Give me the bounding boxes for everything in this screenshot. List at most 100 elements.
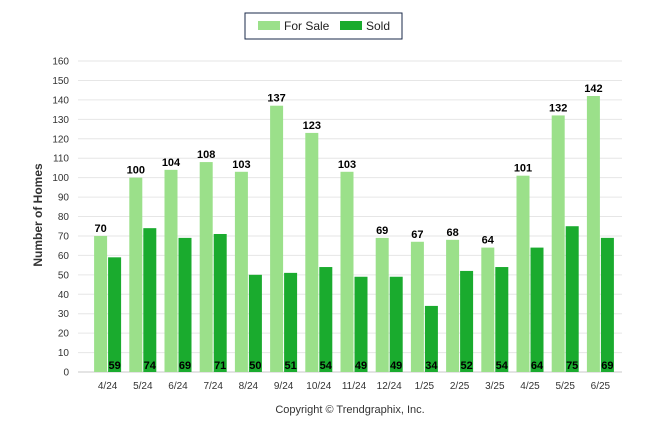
data-label-for-sale: 69 bbox=[376, 225, 388, 237]
legend-swatch-for-sale bbox=[258, 21, 280, 30]
data-label-sold: 49 bbox=[355, 360, 367, 372]
data-label-for-sale: 142 bbox=[584, 83, 602, 95]
bar-for-sale bbox=[375, 237, 389, 372]
data-label-sold: 74 bbox=[144, 360, 157, 372]
data-label-for-sale: 101 bbox=[514, 163, 532, 175]
y-tick-label: 50 bbox=[58, 270, 70, 281]
data-label-for-sale: 64 bbox=[482, 235, 495, 247]
y-tick-label: 60 bbox=[58, 251, 70, 262]
data-label-for-sale: 67 bbox=[411, 229, 423, 241]
bar-for-sale bbox=[164, 169, 178, 372]
bar-for-sale bbox=[234, 171, 248, 372]
y-tick-label: 90 bbox=[58, 193, 70, 204]
y-tick-label: 140 bbox=[52, 95, 69, 106]
legend-label-for-sale: For Sale bbox=[284, 19, 330, 33]
bar-sold bbox=[143, 228, 157, 372]
y-tick-label: 160 bbox=[52, 57, 69, 68]
bar-sold bbox=[284, 272, 298, 372]
data-label-sold: 59 bbox=[108, 360, 120, 372]
data-label-for-sale: 68 bbox=[446, 227, 458, 239]
legend-label-sold: Sold bbox=[366, 19, 390, 33]
bar-sold bbox=[389, 276, 403, 372]
bar-sold bbox=[565, 226, 579, 372]
x-tick-label: 7/24 bbox=[203, 381, 223, 392]
bar-sold bbox=[319, 267, 333, 372]
y-tick-label: 80 bbox=[58, 212, 70, 223]
bar-sold bbox=[424, 305, 438, 372]
x-tick-label: 5/25 bbox=[555, 381, 575, 392]
bar-for-sale bbox=[410, 241, 424, 372]
data-label-for-sale: 137 bbox=[267, 93, 285, 105]
x-tick-label: 2/25 bbox=[450, 381, 470, 392]
data-label-sold: 52 bbox=[460, 360, 472, 372]
bar-sold bbox=[178, 237, 192, 372]
data-label-sold: 64 bbox=[531, 360, 544, 372]
data-label-sold: 49 bbox=[390, 360, 402, 372]
x-tick-label: 8/24 bbox=[239, 381, 259, 392]
x-tick-label: 9/24 bbox=[274, 381, 294, 392]
bar-sold bbox=[108, 257, 122, 372]
data-label-sold: 71 bbox=[214, 360, 226, 372]
x-tick-label: 1/25 bbox=[415, 381, 435, 392]
y-tick-label: 150 bbox=[52, 76, 69, 87]
data-label-for-sale: 108 bbox=[197, 149, 215, 161]
legend: For Sale Sold bbox=[244, 12, 403, 40]
y-tick-label: 70 bbox=[58, 231, 70, 242]
bar-for-sale bbox=[586, 95, 600, 373]
bar-for-sale bbox=[129, 177, 143, 372]
y-tick-label: 120 bbox=[52, 134, 69, 145]
bar-sold bbox=[530, 247, 544, 372]
y-tick-label: 10 bbox=[58, 348, 70, 359]
y-axis-ticks: 0 10 20 30 40 50 60 70 80 90 100 110 120 130 140 150 160 bbox=[52, 57, 69, 379]
data-label-for-sale: 70 bbox=[94, 223, 106, 235]
y-tick-label: 130 bbox=[52, 115, 69, 126]
bar-sold bbox=[495, 267, 509, 372]
bar-for-sale bbox=[94, 235, 108, 372]
y-tick-label: 30 bbox=[58, 309, 70, 320]
y-tick-label: 20 bbox=[58, 329, 70, 340]
bars: 70 59 100 74 104 69 108 71 103 50 137 51 123 54 103 49 6… bbox=[94, 83, 614, 373]
y-axis-label: Number of Homes bbox=[31, 163, 45, 267]
data-label-for-sale: 100 bbox=[127, 165, 145, 177]
x-tick-label: 6/25 bbox=[591, 381, 611, 392]
data-label-sold: 54 bbox=[320, 360, 333, 372]
data-label-for-sale: 103 bbox=[338, 159, 356, 171]
x-tick-label: 10/24 bbox=[306, 381, 331, 392]
x-tick-label: 6/24 bbox=[168, 381, 188, 392]
y-tick-label: 0 bbox=[63, 368, 69, 379]
x-tick-label: 3/25 bbox=[485, 381, 505, 392]
data-label-sold: 75 bbox=[566, 360, 578, 372]
bar-sold bbox=[460, 270, 474, 372]
x-tick-label: 11/24 bbox=[342, 381, 367, 392]
y-tick-label: 40 bbox=[58, 290, 70, 301]
bar-sold bbox=[354, 276, 368, 372]
data-label-sold: 34 bbox=[425, 360, 438, 372]
bar-sold bbox=[248, 274, 262, 372]
x-axis-ticks: 4/24 5/24 6/24 7/24 8/24 9/24 10/24 11/24 12/24 1… bbox=[98, 381, 611, 392]
x-tick-label: 4/25 bbox=[520, 381, 540, 392]
bar-sold bbox=[213, 233, 227, 372]
data-label-sold: 54 bbox=[496, 360, 509, 372]
bar-for-sale bbox=[340, 171, 354, 372]
bar-for-sale bbox=[481, 247, 495, 372]
x-tick-label: 5/24 bbox=[133, 381, 153, 392]
y-tick-label: 110 bbox=[53, 154, 69, 165]
y-tick-label: 100 bbox=[52, 173, 69, 184]
x-tick-label: 12/24 bbox=[377, 381, 402, 392]
legend-swatch-sold bbox=[340, 21, 362, 30]
data-label-sold: 51 bbox=[284, 360, 296, 372]
data-label-sold: 69 bbox=[179, 360, 191, 372]
bar-for-sale bbox=[446, 239, 460, 372]
data-label-sold: 69 bbox=[601, 360, 613, 372]
data-label-for-sale: 132 bbox=[549, 102, 567, 114]
bar-for-sale bbox=[516, 175, 530, 372]
copyright-text: Copyright © Trendgraphix, Inc. bbox=[275, 404, 424, 416]
bar-for-sale bbox=[199, 162, 213, 372]
data-label-for-sale: 104 bbox=[162, 157, 181, 169]
bar-for-sale bbox=[551, 115, 565, 373]
data-label-sold: 50 bbox=[249, 360, 261, 372]
bar-for-sale bbox=[305, 132, 319, 372]
data-label-for-sale: 103 bbox=[232, 159, 250, 171]
